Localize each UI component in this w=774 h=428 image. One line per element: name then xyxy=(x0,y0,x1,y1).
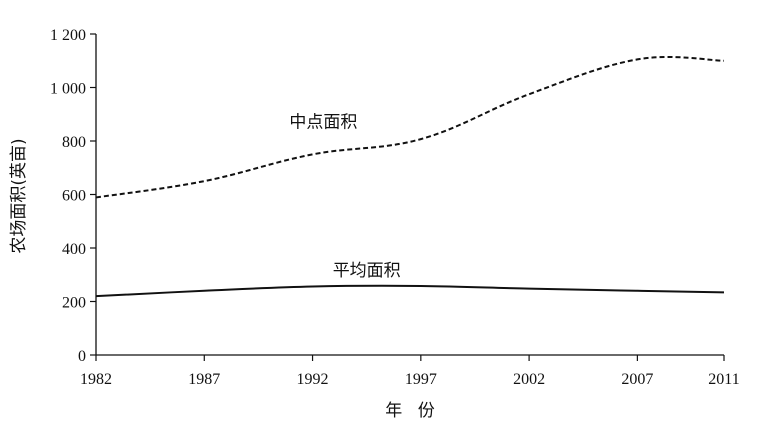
axes xyxy=(95,34,724,356)
x-tick-label: 2007 xyxy=(621,371,653,388)
x-tick-label: 1987 xyxy=(188,371,220,388)
y-tick-label: 800 xyxy=(62,134,86,151)
series-label: 平均面积 xyxy=(333,261,401,281)
y-axis-title: 农场面积(英亩) xyxy=(9,138,29,253)
x-tick-label: 2011 xyxy=(708,371,739,388)
x-tick-label: 1982 xyxy=(80,371,112,388)
x-tick-label: 2002 xyxy=(513,371,545,388)
y-tick-label: 1 000 xyxy=(50,81,86,98)
series-line-0 xyxy=(95,56,725,199)
y-ticks: 0 200 400 600 800 1 000 1 200 xyxy=(50,27,96,365)
x-tick-label: 1997 xyxy=(405,371,437,388)
series-label: 中点面积 xyxy=(289,113,357,133)
y-tick-label: 600 xyxy=(62,188,86,205)
y-tick-label: 1 200 xyxy=(50,27,86,44)
x-tick-label: 1992 xyxy=(297,371,329,388)
y-tick-label: 400 xyxy=(62,241,86,258)
y-tick-label: 0 xyxy=(78,348,86,365)
x-axis-title: 年 份 xyxy=(385,401,434,421)
series-line-1 xyxy=(95,284,725,298)
y-tick-label: 200 xyxy=(62,295,86,312)
x-ticks: 1982 1987 1992 1997 2002 2007 2011 xyxy=(80,355,740,388)
series-layer xyxy=(95,56,725,298)
